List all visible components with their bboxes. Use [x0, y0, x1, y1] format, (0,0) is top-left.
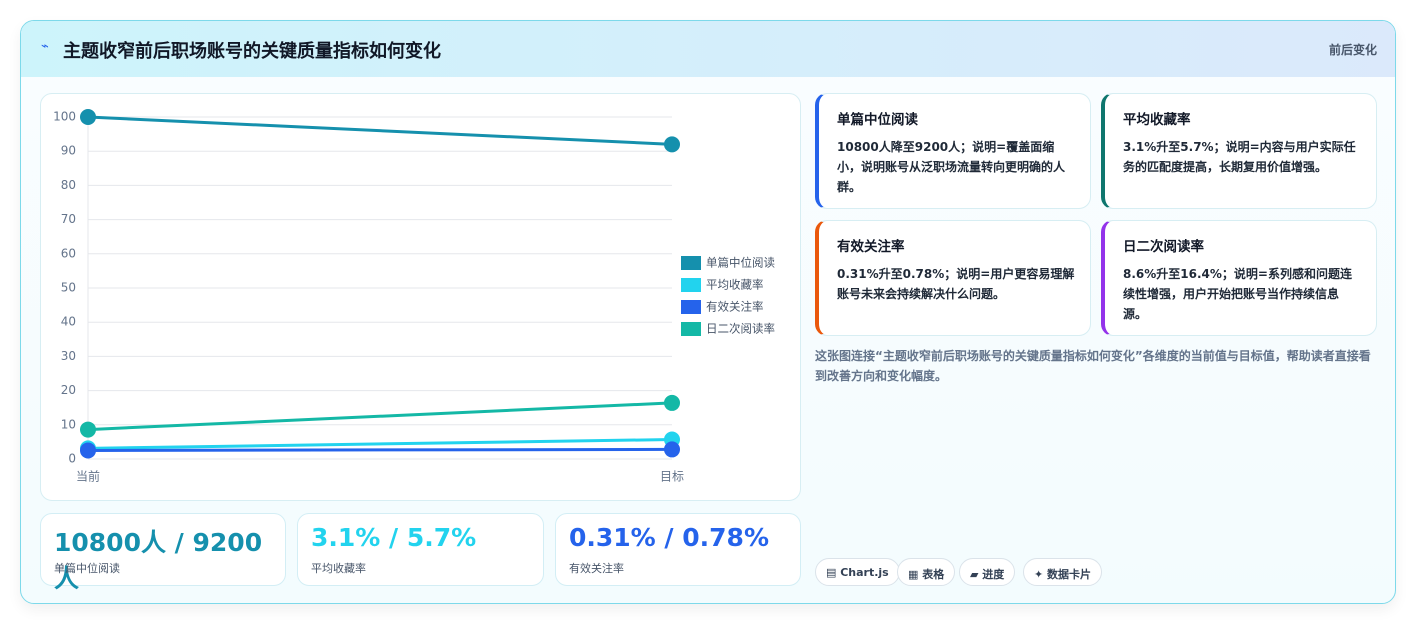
- info-card: 有效关注率 0.31%升至0.78%；说明=用户更容易理解账号未来会持续解决什么问…: [815, 220, 1091, 336]
- point: [664, 441, 680, 458]
- x-tick-label: 当前: [76, 469, 100, 484]
- stat-value: 0.31% / 0.78%: [569, 523, 769, 552]
- info-card: 平均收藏率 3.1%升至5.7%；说明=内容与用户实际任务的匹配度提高，长期复用价…: [1101, 93, 1377, 209]
- card-title: 平均收藏率: [1123, 112, 1191, 128]
- card-text: 8.6%升至16.4%；说明=系列感和问题连续性增强，用户开始把账号当作持续信息…: [1123, 267, 1352, 321]
- stat-card: 3.1% / 5.7% 平均收藏率: [297, 513, 544, 586]
- info-card: 日二次阅读率 8.6%升至16.4%；说明=系列感和问题连续性增强，用户开始把账号…: [1101, 220, 1377, 336]
- y-tick-label: 60: [61, 246, 76, 260]
- card-title: 日二次阅读率: [1123, 239, 1204, 255]
- y-tick-label: 0: [68, 452, 76, 466]
- legend-label: 单篇中位阅读: [706, 256, 775, 270]
- legend-label: 有效关注率: [706, 300, 764, 314]
- stat-value: 10800人 / 9200人: [54, 528, 263, 593]
- y-tick-label: 100: [53, 110, 76, 124]
- stat-card: 10800人 / 9200人 单篇中位阅读: [40, 513, 286, 593]
- stat-label: 平均收藏率: [311, 562, 366, 575]
- series-line: [87, 447, 673, 452]
- tag-pill: ▤ Chart.js: [815, 558, 900, 586]
- y-tick-label: 10: [61, 417, 76, 431]
- stat-value: 3.1% / 5.7%: [311, 523, 477, 552]
- card-text: 0.31%升至0.78%；说明=用户更容易理解账号未来会持续解决什么问题。: [837, 267, 1075, 301]
- tag-pill: ✦ 数据卡片: [1023, 558, 1103, 586]
- legend-swatch: [681, 278, 701, 292]
- point: [80, 109, 96, 125]
- stat-label: 单篇中位阅读: [54, 562, 120, 575]
- header-tag: 前后变化: [1328, 43, 1377, 57]
- point: [664, 136, 680, 153]
- y-tick-label: 30: [61, 349, 76, 363]
- y-tick-label: 40: [61, 315, 76, 329]
- y-tick-label: 20: [61, 383, 76, 397]
- point: [664, 394, 680, 411]
- card-text: 3.1%升至5.7%；说明=内容与用户实际任务的匹配度提高，长期复用价值增强。: [1123, 140, 1356, 174]
- card-text: 10800人降至9200人；说明=覆盖面缩小，说明账号从泛职场流量转向更明确的人…: [837, 140, 1066, 194]
- icon: ⌁: [41, 39, 49, 54]
- point: [80, 442, 96, 459]
- legend-label: 平均收藏率: [706, 278, 764, 292]
- y-tick-label: 80: [61, 178, 76, 192]
- series-line: [87, 438, 673, 450]
- legend-swatch: [681, 256, 701, 270]
- y-tick-label: 90: [61, 144, 76, 158]
- point: [80, 421, 96, 438]
- legend-swatch: [681, 322, 701, 336]
- tag-pill: ▦ 表格: [897, 558, 956, 586]
- y-tick-label: 70: [61, 212, 76, 226]
- stat-card: 0.31% / 0.78% 有效关注率: [555, 513, 801, 586]
- info-card: 单篇中位阅读 10800人降至9200人；说明=覆盖面缩小，说明账号从泛职场流量转…: [815, 93, 1091, 209]
- card-title: 有效关注率: [837, 239, 905, 255]
- header: ⌁ 主题收窄前后职场账号的关键质量指标如何变化 前后变化: [21, 21, 1395, 77]
- legend-label: 日二次阅读率: [706, 322, 775, 336]
- y-tick-label: 50: [61, 281, 76, 295]
- series-line: [87, 401, 673, 432]
- series-line: [87, 115, 673, 146]
- description: 这张图连接“主题收窄前后职场账号的关键质量指标如何变化”各维度的当前值与目标值，…: [815, 349, 1371, 383]
- x-tick-label: 目标: [660, 470, 684, 484]
- stat-label: 有效关注率: [569, 562, 624, 575]
- card-title: 单篇中位阅读: [837, 112, 918, 128]
- tag-pill: ▰ 进度: [959, 558, 1016, 586]
- title: 主题收窄前后职场账号的关键质量指标如何变化: [63, 41, 441, 62]
- legend-swatch: [681, 300, 701, 314]
